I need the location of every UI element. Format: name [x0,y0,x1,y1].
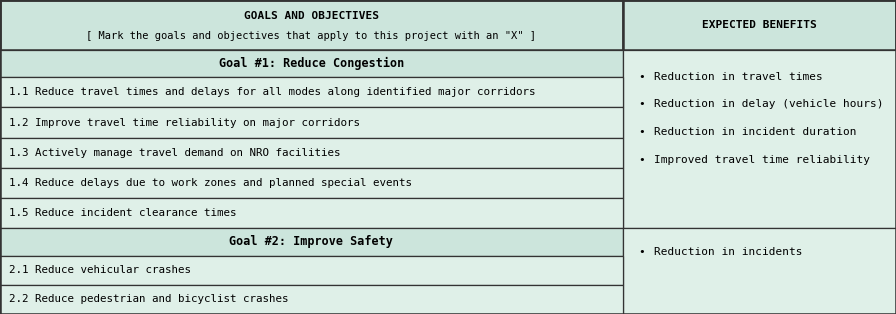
Text: •: • [638,247,645,257]
Bar [0,168,623,198]
Text: Improved travel time reliability: Improved travel time reliability [654,154,870,165]
Bar [623,228,896,314]
Text: 1.3 Actively manage travel demand on NRO facilities: 1.3 Actively manage travel demand on NRO… [9,148,340,158]
Bar [0,50,623,77]
Text: 1.2 Improve travel time reliability on major corridors: 1.2 Improve travel time reliability on m… [9,117,360,127]
Text: 2.2 Reduce pedestrian and bicyclist crashes: 2.2 Reduce pedestrian and bicyclist cras… [9,295,289,304]
Bar [0,77,623,107]
Text: 1.5 Reduce incident clearance times: 1.5 Reduce incident clearance times [9,208,237,218]
Bar [0,256,623,285]
Bar [0,285,623,314]
Bar [0,0,623,50]
Text: [ Mark the goals and objectives that apply to this project with an "X" ]: [ Mark the goals and objectives that app… [86,31,537,41]
Text: GOALS AND OBJECTIVES: GOALS AND OBJECTIVES [244,11,379,21]
Text: 1.1 Reduce travel times and delays for all modes along identified major corridor: 1.1 Reduce travel times and delays for a… [9,87,536,97]
Text: •: • [638,127,645,137]
Text: 1.4 Reduce delays due to work zones and planned special events: 1.4 Reduce delays due to work zones and … [9,178,412,188]
Text: 2.1 Reduce vehicular crashes: 2.1 Reduce vehicular crashes [9,265,191,275]
Bar [623,0,896,50]
Bar [0,228,623,256]
Bar [0,138,623,168]
Text: Reduction in travel times: Reduction in travel times [654,72,823,82]
Bar [0,198,623,228]
Text: Reduction in delay (vehicle hours): Reduction in delay (vehicle hours) [654,99,883,109]
Text: Goal #1: Reduce Congestion: Goal #1: Reduce Congestion [219,57,404,70]
Text: Reduction in incidents: Reduction in incidents [654,247,803,257]
Bar [623,50,896,228]
Text: Goal #2: Improve Safety: Goal #2: Improve Safety [229,236,393,248]
Text: •: • [638,154,645,165]
Bar [0,107,623,138]
Text: Reduction in incident duration: Reduction in incident duration [654,127,857,137]
Text: EXPECTED BENEFITS: EXPECTED BENEFITS [702,20,817,30]
Text: •: • [638,99,645,109]
Text: •: • [638,72,645,82]
